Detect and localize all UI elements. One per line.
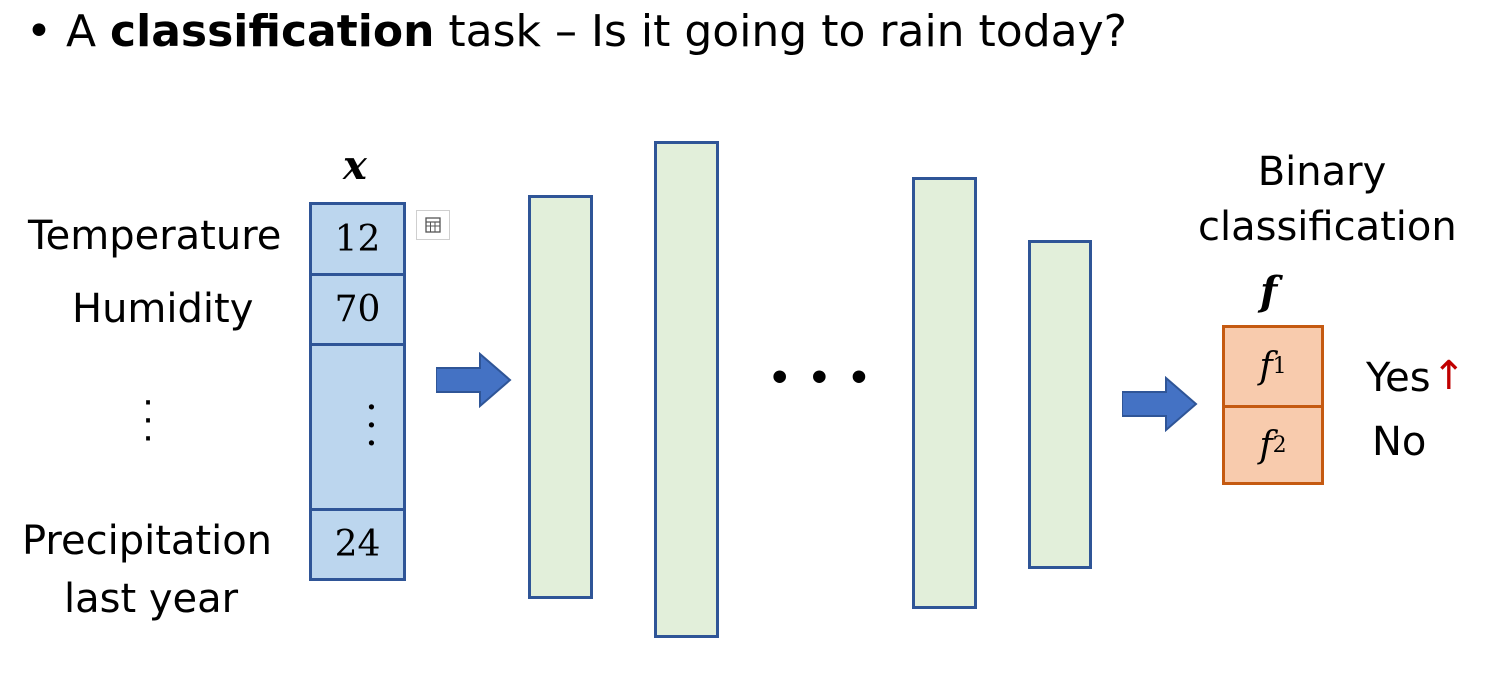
input-arrow-icon	[436, 352, 512, 408]
input-value-precipitation: 24	[334, 524, 381, 565]
feature-label-humidity: Humidity	[72, 286, 254, 332]
hidden-layer-3	[912, 177, 977, 609]
input-cell-temperature: 12	[309, 202, 406, 276]
output-vector-label: f	[1260, 268, 1278, 315]
input-cell-humidity: 70	[309, 273, 406, 346]
input-cell-ellipsis: · · ·	[309, 343, 406, 511]
output-heading-line1: Binary	[1257, 149, 1387, 195]
output-heading-line2: classification	[1198, 204, 1457, 250]
feature-label-temperature: Temperature	[28, 213, 282, 259]
input-vector-label: x	[343, 142, 367, 189]
output-cell-2-var: f	[1259, 424, 1273, 466]
slide-title: • A classification task – Is it going to…	[26, 2, 1127, 62]
output-arrow-icon	[1122, 376, 1198, 432]
title-bullet: •	[26, 6, 52, 57]
output-cell-1-sub: 1	[1272, 354, 1287, 379]
feature-ellipsis: · · ·	[141, 378, 155, 458]
up-arrow-icon: ↑	[1432, 353, 1466, 399]
hidden-layers-ellipsis: • • •	[772, 352, 873, 401]
output-cell-1-var: f	[1259, 346, 1273, 387]
title-prefix: A	[65, 6, 111, 57]
input-value-humidity: 70	[334, 289, 381, 330]
answer-no: No	[1372, 419, 1427, 465]
hidden-layer-4	[1028, 240, 1092, 569]
title-suffix: task – Is it going to rain today?	[434, 6, 1127, 57]
input-cell-precipitation: 24	[309, 508, 406, 581]
feature-label-last-year: last year	[64, 576, 239, 622]
input-value-temperature: 12	[334, 218, 381, 260]
output-cell-2-sub: 2	[1272, 432, 1287, 458]
equation-icon[interactable]	[416, 210, 450, 240]
title-bold-word: classification	[110, 6, 435, 57]
feature-label-precipitation: Precipitation	[22, 518, 273, 564]
hidden-layer-1	[528, 195, 593, 599]
hidden-layer-2	[654, 141, 719, 638]
answer-yes: Yes	[1366, 355, 1431, 401]
